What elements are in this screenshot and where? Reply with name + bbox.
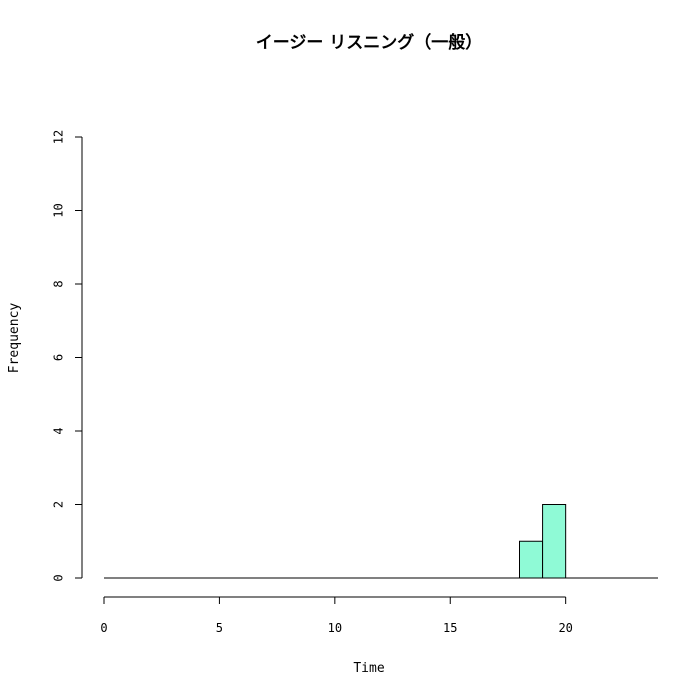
- x-tick-label-15: 15: [443, 621, 457, 635]
- x-tick-label-20: 20: [558, 621, 572, 635]
- bars-layer: [519, 504, 567, 579]
- y-tick-label-6: 6: [52, 354, 66, 361]
- x-axis-label: Time: [353, 661, 384, 676]
- y-tick-label-0: 0: [52, 574, 66, 581]
- y-tick-label-8: 8: [52, 280, 66, 287]
- x-axis: 0 5 10 15 20: [100, 596, 573, 635]
- x-tick-label-0: 0: [100, 621, 107, 635]
- y-tick-label-12: 12: [52, 130, 66, 144]
- y-tick-label-2: 2: [52, 501, 66, 508]
- y-axis-label: Frequency: [7, 303, 22, 374]
- chart-title: イージー リスニング（一般）: [256, 32, 483, 53]
- histogram-bar-0: [519, 540, 544, 579]
- x-tick-label-5: 5: [216, 621, 223, 635]
- y-tick-label-4: 4: [52, 427, 66, 434]
- x-tick-label-10: 10: [328, 621, 342, 635]
- histogram-bar-1: [542, 504, 567, 579]
- y-tick-label-10: 10: [52, 203, 66, 217]
- y-axis: 0 2 4 6 8 10 12: [52, 130, 83, 582]
